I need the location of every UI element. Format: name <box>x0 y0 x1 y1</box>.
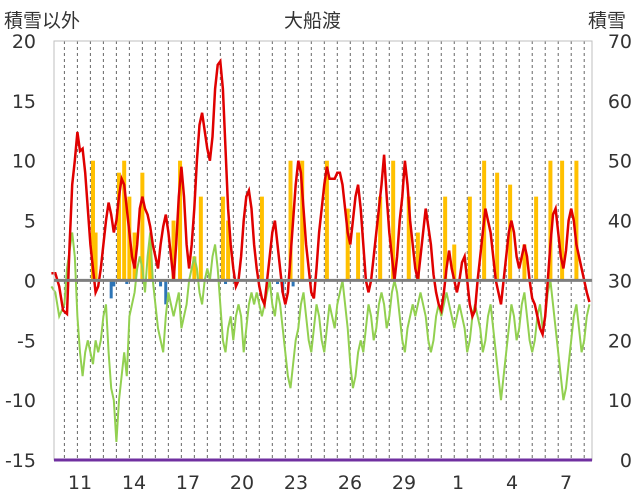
x-tick-label: 1 <box>452 472 464 494</box>
x-tick-label: 4 <box>506 472 518 494</box>
chart-title: 大船渡 <box>284 10 342 32</box>
right-tick-label: 20 <box>608 330 632 352</box>
x-tick-label: 29 <box>392 472 416 494</box>
blue-bar <box>291 280 295 287</box>
left-tick-label: 5 <box>24 211 36 233</box>
right-tick-label: 10 <box>608 390 632 412</box>
axes <box>53 40 593 462</box>
left-tick-label: 0 <box>24 270 36 292</box>
x-tick-label: 17 <box>176 472 200 494</box>
blue-bar <box>112 280 116 287</box>
orange-bar <box>288 160 293 281</box>
orange-bar <box>508 184 513 281</box>
orange-bar <box>560 160 565 281</box>
left-tick-label: 10 <box>12 151 36 173</box>
orange-bar <box>415 232 420 281</box>
left-tick-label: -15 <box>5 450 36 472</box>
orange-bar <box>171 220 176 281</box>
vertical-gridlines <box>63 41 585 460</box>
orange-bar <box>356 232 361 281</box>
right-axis-title: 積雪 <box>588 10 627 32</box>
orange-bar <box>122 160 127 281</box>
orange-bar <box>534 196 539 281</box>
orange-bar <box>522 244 527 281</box>
green-series-line <box>50 232 591 443</box>
x-tick-labels: 11 14 17 20 23 26 29 1 4 7 <box>68 472 572 494</box>
orange-bar <box>495 172 500 281</box>
left-tick-label: 20 <box>12 31 36 53</box>
x-tick-label: 11 <box>68 472 92 494</box>
orange-bar <box>406 196 411 281</box>
orange-bar <box>378 196 383 281</box>
x-tick-label: 20 <box>230 472 254 494</box>
orange-bar <box>259 196 264 281</box>
blue-bar <box>109 280 113 299</box>
blue-bar <box>125 280 129 285</box>
orange-bar <box>324 160 329 281</box>
x-tick-label: 26 <box>338 472 362 494</box>
left-tick-label: -5 <box>17 330 36 352</box>
blue-bar <box>224 280 228 285</box>
blue-bar <box>159 280 163 287</box>
orange-bar <box>391 160 396 281</box>
orange-bar <box>192 256 197 281</box>
right-tick-label: 50 <box>608 151 632 173</box>
orange-bar <box>220 196 225 281</box>
orange-bar <box>300 160 305 281</box>
left-axis-title: 積雪以外 <box>4 10 81 32</box>
x-tick-label: 23 <box>284 472 308 494</box>
orange-bar <box>93 232 98 281</box>
orange-bar <box>548 160 553 281</box>
orange-bar <box>178 160 183 281</box>
red-series-line <box>51 58 591 339</box>
orange-bar <box>226 220 231 281</box>
right-tick-label: 40 <box>608 211 632 233</box>
blue-bar <box>164 280 168 305</box>
right-tick-label: 70 <box>608 31 632 53</box>
x-tick-label: 7 <box>560 472 572 494</box>
left-tick-labels: 20 15 10 5 0 -5 -10 -15 <box>5 31 36 472</box>
blue-bar <box>276 280 280 285</box>
right-tick-labels: 70 60 50 40 30 20 10 0 <box>608 31 632 472</box>
orange-bar <box>90 160 95 281</box>
x-tick-label: 14 <box>122 472 146 494</box>
orange-bar <box>452 244 457 281</box>
right-tick-label: 0 <box>620 450 632 472</box>
orange-bar <box>467 196 472 281</box>
right-tick-label: 30 <box>608 270 632 292</box>
orange-bar <box>140 172 145 281</box>
left-tick-label: 15 <box>12 91 36 113</box>
orange-bar <box>443 196 448 281</box>
orange-bar <box>116 172 121 281</box>
right-tick-label: 60 <box>608 91 632 113</box>
orange-bar <box>148 244 153 281</box>
orange-bar <box>198 196 203 281</box>
left-tick-label: -10 <box>5 390 36 412</box>
orange-bar <box>574 160 579 281</box>
orange-bar <box>345 208 350 281</box>
orange-bar <box>132 232 137 281</box>
